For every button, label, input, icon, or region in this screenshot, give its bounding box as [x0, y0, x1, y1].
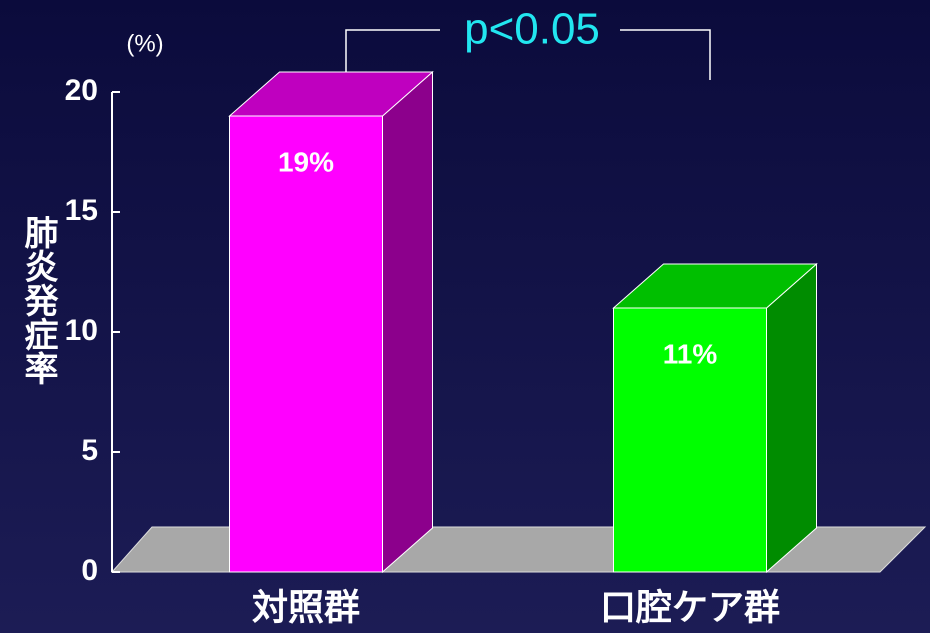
- x-tick-label: 口腔ケア群: [600, 587, 780, 628]
- y-axis-title: 肺炎発症率: [19, 215, 58, 385]
- value-label: 11%: [663, 338, 718, 369]
- bar-side: [382, 70, 433, 574]
- bracket-left: [345, 29, 440, 75]
- bracket-right: [620, 29, 711, 80]
- y-tick-label: 0: [81, 554, 98, 587]
- x-tick-label: 対照群: [252, 587, 360, 628]
- unit-label: (%): [126, 30, 163, 57]
- y-tick-label: 5: [81, 434, 98, 467]
- bar: [613, 307, 767, 573]
- annotation: p<0.05: [464, 5, 600, 54]
- value-label: 19%: [278, 146, 334, 177]
- y-tick-label: 20: [65, 74, 98, 107]
- y-tick-label: 10: [65, 314, 98, 347]
- bar-side: [766, 262, 817, 574]
- bar: [229, 115, 383, 573]
- y-tick-label: 15: [65, 194, 98, 227]
